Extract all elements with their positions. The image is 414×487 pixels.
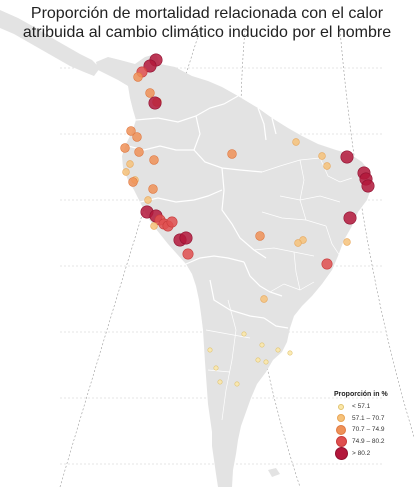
city-point	[340, 150, 354, 164]
city-point	[126, 126, 136, 136]
city-point	[179, 231, 193, 245]
legend-item: 74.9 – 80.2	[334, 436, 414, 448]
city-point	[321, 258, 333, 270]
legend-item: > 80.2	[334, 446, 414, 460]
city-point	[260, 295, 268, 303]
south-america-landmass	[96, 54, 372, 487]
city-point	[323, 162, 331, 170]
legend-swatch-dot	[335, 436, 347, 448]
legend-item: 57.1 – 70.7	[334, 413, 414, 425]
city-point	[318, 152, 326, 160]
legend-item: < 57.1	[334, 401, 414, 413]
city-point	[145, 88, 155, 98]
legend-label: < 57.1	[352, 403, 371, 411]
central-america-landmass	[0, 10, 100, 76]
city-point	[122, 168, 130, 176]
city-point	[149, 155, 159, 165]
legend-swatch-dot	[338, 403, 344, 410]
legend-label: 70.7 – 74.9	[352, 426, 385, 434]
city-point	[275, 347, 281, 353]
city-point	[133, 72, 143, 82]
legend-swatch-dot	[336, 424, 346, 435]
city-point	[126, 160, 134, 168]
city-point	[213, 365, 219, 371]
city-point	[148, 96, 162, 110]
city-point	[287, 350, 293, 356]
city-point	[255, 231, 265, 241]
city-point	[217, 379, 223, 385]
data-points	[120, 53, 375, 387]
legend-label: 57.1 – 70.7	[352, 414, 385, 422]
city-point	[128, 177, 138, 187]
city-point	[255, 357, 261, 363]
legend-label: > 80.2	[352, 449, 371, 457]
legend-item: 70.7 – 74.9	[334, 424, 414, 436]
city-point	[292, 138, 300, 146]
city-point	[343, 238, 351, 246]
city-point	[148, 184, 158, 194]
state-borders	[205, 157, 353, 421]
city-point	[132, 132, 142, 142]
city-point	[241, 331, 247, 337]
city-point	[143, 59, 157, 73]
graticule-meridian	[339, 29, 414, 438]
city-point	[259, 342, 265, 348]
city-point	[234, 381, 240, 387]
city-point	[150, 222, 158, 230]
city-point	[361, 179, 375, 193]
legend-title: Proporción in %	[334, 391, 388, 398]
falkland-islands	[268, 468, 280, 477]
city-point	[120, 143, 130, 153]
city-point	[343, 211, 357, 225]
map-title: Proporción de mortalidad relacionada con…	[22, 5, 392, 41]
city-point	[166, 216, 178, 228]
city-point	[182, 248, 194, 260]
city-point	[207, 347, 213, 353]
city-point	[263, 359, 269, 365]
city-point	[294, 239, 302, 247]
legend: Proporción in % < 57.1 57.1 – 70.7 70.7 …	[334, 391, 414, 460]
legend-label: 74.9 – 80.2	[352, 438, 385, 446]
legend-swatch-dot	[337, 414, 345, 423]
city-point	[227, 149, 237, 159]
city-point	[134, 147, 144, 157]
city-point	[144, 196, 152, 204]
legend-swatch-dot	[334, 446, 348, 460]
